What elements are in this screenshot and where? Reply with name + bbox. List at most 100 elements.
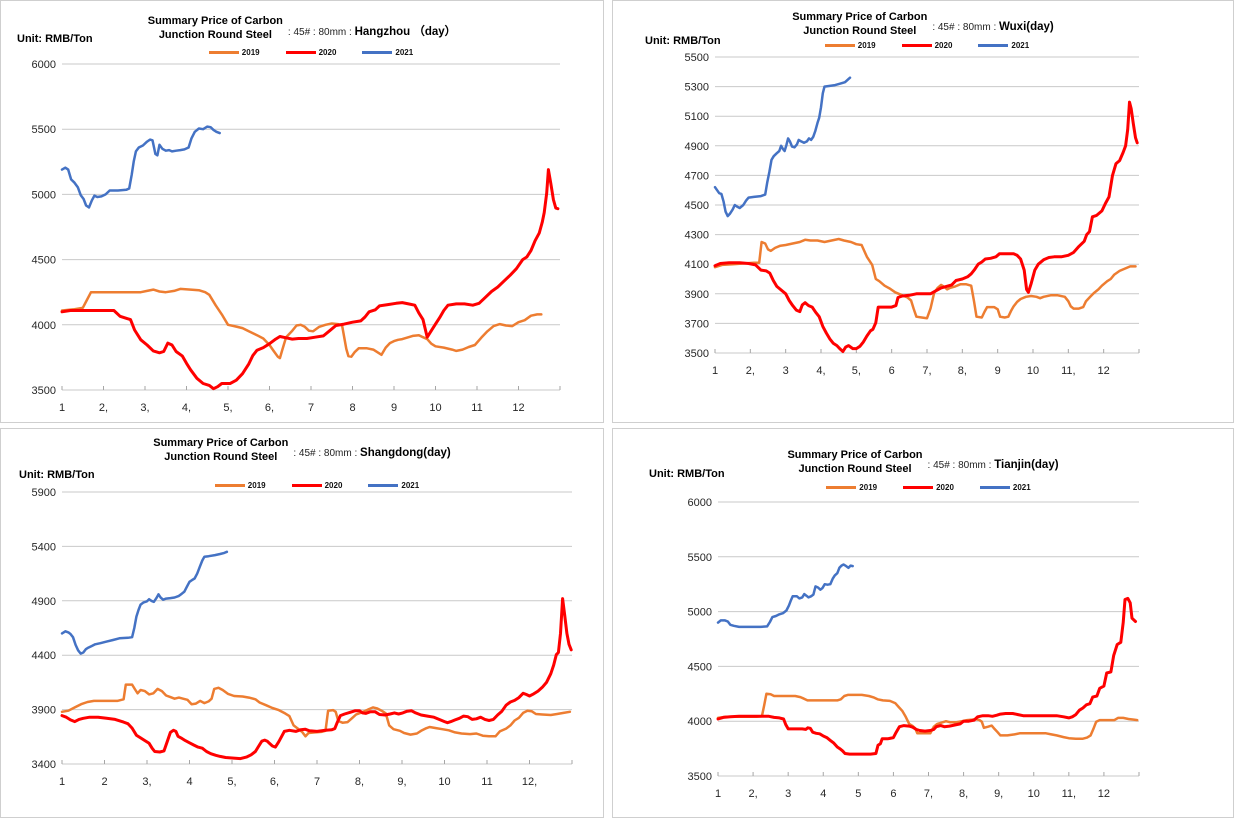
legend-label-2019: 2019 — [247, 481, 266, 490]
legend-label-2019: 2019 — [859, 483, 878, 492]
x-axis-label: 9 — [391, 402, 397, 414]
legend-item-2019: 2019 — [208, 48, 260, 57]
legend-swatch-2020 — [285, 51, 316, 54]
x-axis-label: 10 — [1027, 365, 1039, 377]
x-axis-label: 3, — [142, 776, 151, 788]
y-axis-label: 5400 — [32, 541, 56, 553]
x-axis-label: 1 — [59, 402, 65, 414]
x-axis-label: 6 — [890, 788, 896, 800]
y-axis-label: 4100 — [685, 259, 709, 271]
x-axis-label: 12 — [512, 402, 524, 414]
legend-swatch-2020 — [291, 484, 322, 487]
x-axis-label: 5, — [852, 365, 861, 377]
legend-label-2021: 2021 — [1012, 483, 1031, 492]
y-axis-label: 4000 — [688, 716, 712, 728]
series-2019-line — [716, 692, 1139, 740]
x-axis-label: 5, — [227, 776, 236, 788]
x-axis-label: 3 — [783, 365, 789, 377]
legend-swatch-2020 — [903, 486, 934, 489]
unit-label: Unit: RMB/Ton — [649, 468, 725, 480]
series-2020-line — [60, 168, 560, 391]
unit-label: Unit: RMB/Ton — [645, 35, 721, 47]
y-axis-label: 3500 — [685, 348, 709, 360]
legend: 2019 2020 2021 — [718, 483, 1139, 492]
y-axis-label: 3500 — [688, 771, 712, 783]
y-axis-label: 4400 — [32, 650, 56, 662]
legend-item-2019: 2019 — [214, 481, 266, 490]
x-axis-label: 5, — [223, 402, 232, 414]
legend-item-2021: 2021 — [978, 41, 1029, 50]
x-axis-label: 7 — [308, 402, 314, 414]
legend-label-2021: 2021 — [401, 481, 420, 490]
x-axis-label: 8, — [959, 788, 968, 800]
y-axis-label: 4500 — [685, 200, 709, 212]
x-axis-label: 10 — [1028, 788, 1040, 800]
legend-label-2021: 2021 — [1011, 41, 1030, 50]
legend-swatch-2019 — [214, 484, 245, 487]
x-axis-label: 9 — [995, 365, 1001, 377]
x-axis-label: 3 — [785, 788, 791, 800]
y-axis-label: 5000 — [688, 607, 712, 619]
y-axis-label: 4900 — [32, 596, 56, 608]
x-axis-label: 10 — [429, 402, 441, 414]
series-2019-line — [60, 683, 572, 738]
series-2020-line — [60, 597, 573, 761]
x-axis-label: 4 — [820, 788, 826, 800]
x-axis-label: 12 — [1098, 365, 1110, 377]
y-axis-label: 4500 — [32, 255, 56, 267]
y-axis-label: 4300 — [685, 230, 709, 242]
legend: 2019 2020 2021 — [62, 481, 572, 490]
x-axis-label: 11 — [481, 776, 492, 788]
x-axis-label: 3, — [140, 402, 149, 414]
x-axis-label: 2 — [101, 776, 107, 788]
series-2020-line — [716, 596, 1137, 756]
series-2021-line — [713, 76, 852, 218]
x-axis-label: 6, — [265, 402, 274, 414]
x-axis-label: 8 — [349, 402, 355, 414]
legend-item-2021: 2021 — [979, 483, 1031, 492]
legend-swatch-2021 — [368, 484, 399, 487]
legend-label-2020: 2020 — [934, 41, 953, 50]
x-axis-label: 11 — [471, 402, 482, 414]
x-axis-label: 1 — [715, 788, 721, 800]
legend-label-2020: 2020 — [318, 48, 337, 57]
unit-label: Unit: RMB/Ton — [19, 469, 95, 481]
y-axis-label: 3900 — [32, 705, 56, 717]
y-axis-label: 5300 — [685, 82, 709, 94]
legend: 2019 2020 2021 — [715, 41, 1139, 50]
plot-area-hangzhou: 3500 4000 4500 5000 5500 6000 1 2, 3, 4, 5, 6, 7 8 9 10… — [32, 59, 561, 414]
legend-swatch-2021 — [978, 44, 1009, 47]
x-axis-label: 2, — [746, 365, 755, 377]
y-axis-label: 4700 — [685, 170, 709, 182]
y-axis-label: 6000 — [32, 59, 56, 71]
legend-swatch-2019 — [208, 51, 239, 54]
y-axis-label: 3700 — [685, 318, 709, 330]
legend-label-2020: 2020 — [324, 481, 343, 490]
y-axis-label: 4900 — [685, 141, 709, 153]
unit-label: Unit: RMB/Ton — [17, 33, 93, 45]
x-axis-label: 1 — [712, 365, 718, 377]
x-axis-label: 8, — [958, 365, 967, 377]
x-axis-label: 4 — [186, 776, 192, 788]
plot-area-wuxi: 3500 3700 3900 4100 4300 4500 4700 4900 5100 5300… — [685, 52, 1140, 377]
y-axis-label: 5500 — [688, 552, 712, 564]
series-2019-line — [60, 287, 543, 360]
x-axis-label: 7 — [314, 776, 320, 788]
legend-item-2020: 2020 — [285, 48, 337, 57]
chart-panel-hangzhou: Summary Price of Carbon Junction Round S… — [0, 0, 604, 423]
y-axis-label: 5500 — [685, 52, 709, 64]
legend-item-2020: 2020 — [903, 483, 954, 492]
legend-swatch-2019 — [824, 44, 855, 47]
y-axis-label: 4500 — [688, 661, 712, 673]
series-2021-line — [60, 550, 229, 655]
series-2019-line — [713, 237, 1137, 320]
legend-item-2021: 2021 — [362, 48, 413, 57]
legend: 2019 2020 2021 — [62, 48, 560, 57]
legend-item-2020: 2020 — [291, 481, 343, 490]
legend-label-2019: 2019 — [241, 48, 260, 57]
x-axis-label: 2, — [99, 402, 108, 414]
x-axis-label: 11, — [1062, 788, 1076, 800]
y-axis-label: 6000 — [688, 497, 712, 509]
chart-panel-wuxi: Summary Price of Carbon Junction Round S… — [612, 0, 1234, 423]
x-axis-label: 12, — [522, 776, 537, 788]
